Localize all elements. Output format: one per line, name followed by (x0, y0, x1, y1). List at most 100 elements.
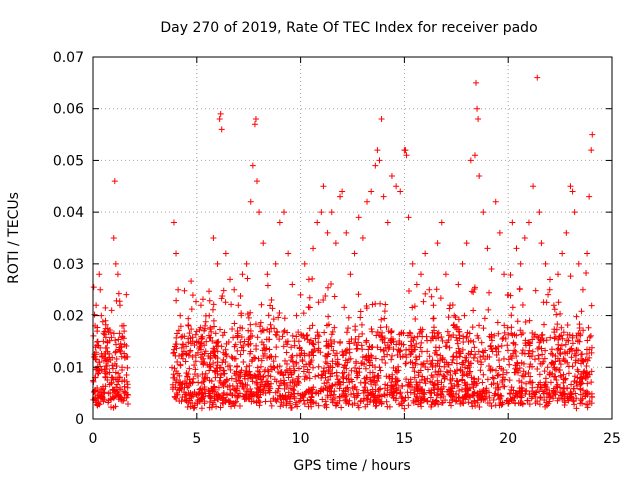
y-tick-labels: 0 0.01 0.02 0.03 0.04 0.05 0.06 0.07 (53, 50, 84, 428)
data-point (121, 390, 128, 397)
data-point (368, 188, 375, 195)
data-point (174, 370, 181, 377)
data-point (199, 296, 206, 303)
data-point (433, 286, 440, 293)
data-point (171, 365, 178, 372)
data-point (440, 383, 447, 390)
data-point (466, 385, 473, 392)
data-point (384, 391, 391, 398)
data-point (186, 330, 193, 337)
data-point (584, 401, 591, 408)
data-point (261, 383, 268, 390)
data-point (185, 339, 192, 346)
data-point (325, 376, 332, 383)
data-point (174, 330, 181, 337)
data-point (207, 326, 214, 333)
data-point (442, 343, 449, 350)
data-point (467, 368, 474, 375)
data-point (504, 347, 511, 354)
data-point (329, 382, 336, 389)
data-point (254, 178, 261, 185)
data-point (314, 219, 321, 226)
data-point (582, 390, 589, 397)
data-point (394, 369, 401, 376)
data-point (185, 322, 192, 329)
data-point (182, 358, 189, 365)
data-point (233, 398, 240, 405)
data-point (561, 384, 568, 391)
data-point (222, 351, 229, 358)
data-point (519, 350, 526, 357)
data-point (584, 250, 591, 257)
data-point (336, 339, 343, 346)
data-point (313, 389, 320, 396)
data-point (517, 393, 524, 400)
data-point (355, 291, 362, 298)
data-point (248, 398, 255, 405)
data-point (310, 364, 317, 371)
data-point (542, 260, 549, 267)
data-point (325, 313, 332, 320)
data-point (414, 401, 421, 408)
data-point (232, 341, 239, 348)
data-point (456, 387, 463, 394)
data-point (585, 324, 592, 331)
data-point (198, 391, 205, 398)
data-point (327, 370, 334, 377)
data-point (228, 301, 235, 308)
data-point (449, 353, 456, 360)
data-point (416, 330, 423, 337)
data-point (363, 337, 370, 344)
data-point (235, 302, 242, 309)
data-point (246, 362, 253, 369)
data-point (288, 354, 295, 361)
data-point (504, 342, 511, 349)
data-point (381, 353, 388, 360)
data-point (362, 379, 369, 386)
data-point (233, 378, 240, 385)
data-point (573, 405, 580, 412)
data-point (568, 354, 575, 361)
data-point (429, 334, 436, 341)
data-point (208, 404, 215, 411)
data-point (270, 395, 277, 402)
data-point (332, 240, 339, 247)
data-point (573, 395, 580, 402)
data-point (309, 349, 316, 356)
data-point (526, 347, 533, 354)
data-point (519, 347, 526, 354)
data-point (413, 379, 420, 386)
data-point (514, 318, 521, 325)
data-point (403, 360, 410, 367)
data-point (172, 341, 179, 348)
data-point (378, 393, 385, 400)
data-point (409, 359, 416, 366)
data-point (396, 347, 403, 354)
data-point (272, 260, 279, 267)
data-point (452, 324, 459, 331)
data-point (422, 250, 429, 257)
data-point (418, 361, 425, 368)
data-point (109, 362, 116, 369)
data-point (446, 344, 453, 351)
data-point (190, 375, 197, 382)
data-point (530, 183, 537, 190)
data-point (177, 312, 184, 319)
data-point (359, 235, 366, 241)
data-point (444, 388, 451, 395)
data-point (330, 347, 337, 354)
data-point (396, 401, 403, 408)
data-point (213, 339, 220, 346)
data-point (448, 333, 455, 340)
data-point (390, 364, 397, 371)
data-point (364, 387, 371, 394)
data-point (406, 381, 413, 388)
data-point (577, 374, 584, 381)
data-point (209, 338, 216, 345)
data-point (557, 372, 564, 379)
data-point (103, 357, 110, 364)
data-point (115, 290, 122, 297)
data-point (177, 362, 184, 369)
data-point (574, 382, 581, 389)
data-point (237, 369, 244, 376)
